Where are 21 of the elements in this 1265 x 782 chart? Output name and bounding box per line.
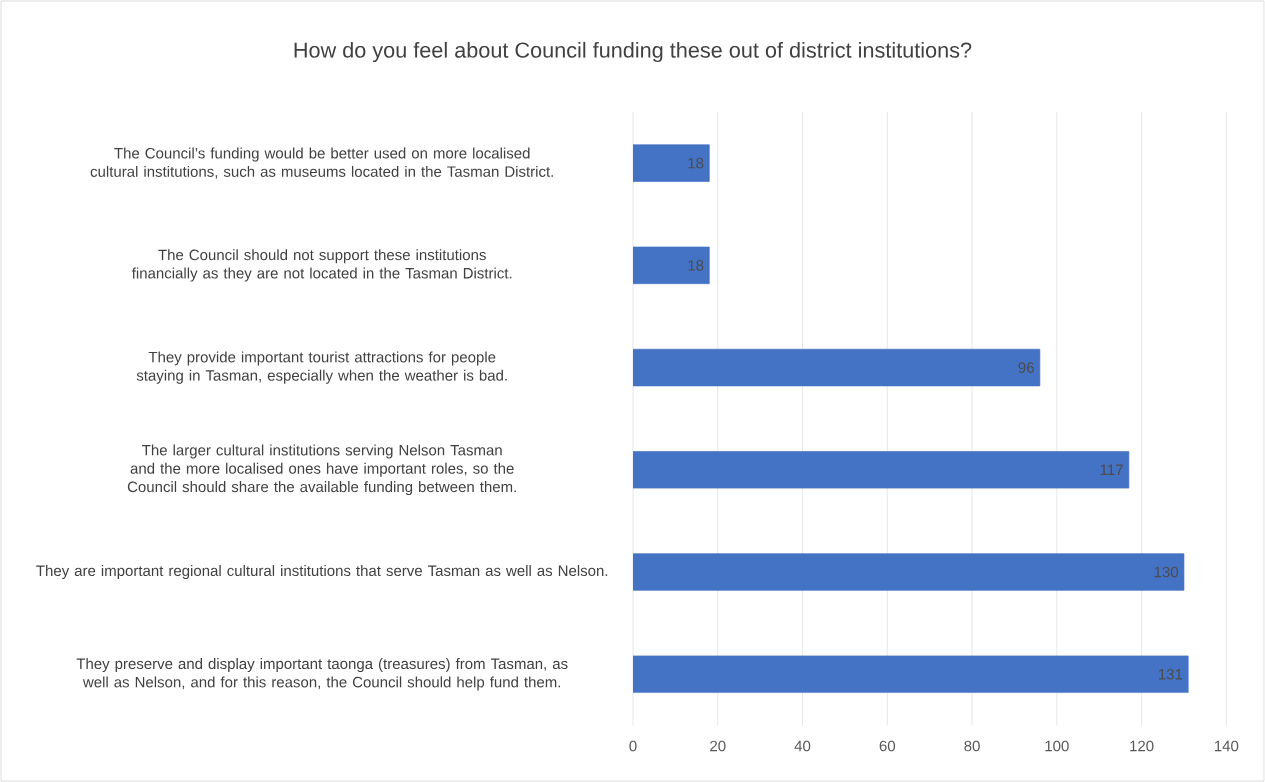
data-label: 130 (1154, 566, 1179, 578)
x-tick-label: 40 (794, 740, 811, 752)
x-tick-label: 140 (1214, 740, 1239, 752)
y-tick-label: They are important regional cultural institutions that serve Tasman as well as Nelson. (36, 565, 608, 579)
x-tick-label: 120 (1130, 740, 1154, 752)
x-tick-label: 20 (710, 740, 726, 752)
data-label: 18 (688, 157, 704, 169)
data-label: 117 (1100, 464, 1123, 475)
x-tick-label: 80 (964, 740, 980, 752)
y-tick-label: They provide important tourist attractions for people staying in Tasman, especially when the weather is bad. (136, 351, 507, 384)
y-tick-label: The Council should not support these institutions financially as they are not located in the Tasman District. (131, 249, 512, 282)
y-tick-label: The larger cultural institutions serving Nelson Tasman and the more localised ones have important roles, so the Council should share the available funding between them. (127, 444, 516, 496)
x-tick-label: 60 (879, 740, 896, 752)
x-tick-label: 0 (629, 740, 637, 752)
chart-title: How do you feel about Council funding these out of district institutions? (294, 41, 972, 63)
data-label: 96 (1018, 362, 1034, 373)
data-label: 131 (1158, 668, 1183, 680)
x-tick-label: 100 (1045, 740, 1069, 752)
data-label: 18 (688, 260, 704, 271)
y-tick-label: The Council’s funding would be better used on more localised cultural institutions, such as museums located in the Tasman District. (90, 147, 553, 179)
y-tick-label: They preserve and display important taonga (treasures) from Tasman, as well as Nelson, and for this reason, the Council should help fund them. (76, 658, 568, 691)
